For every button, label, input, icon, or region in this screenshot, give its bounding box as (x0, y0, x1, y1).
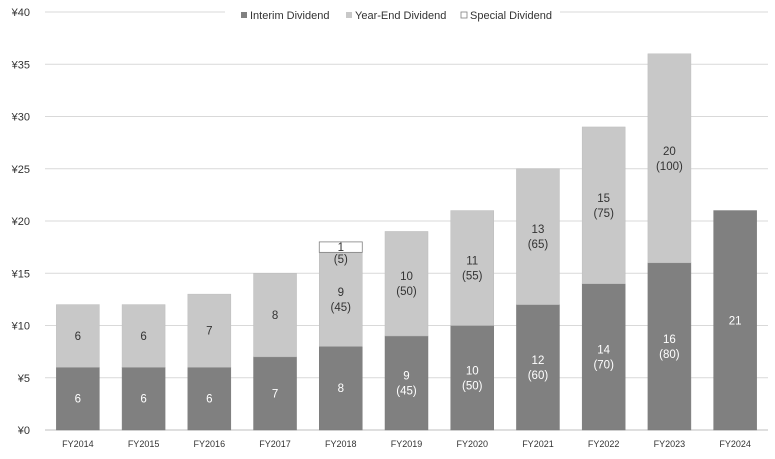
legend-label: Interim Dividend (250, 10, 329, 22)
legend-label: Year-End Dividend (355, 10, 446, 22)
data-label: (55) (462, 271, 483, 283)
data-label: (50) (462, 380, 483, 392)
bar-segment-year-end-dividend (581, 126, 626, 284)
data-label: 10 (400, 271, 413, 283)
x-axis: FY2014 FY2015 FY2016 FY2017 FY2018 FY2019 FY20… (62, 439, 751, 449)
bar-segment-interim-dividend (713, 210, 757, 431)
bar-segment-interim-dividend (450, 325, 494, 431)
data-label: (60) (528, 370, 549, 382)
bar-segment-interim-dividend (56, 367, 100, 431)
bar-segment-interim-dividend (647, 262, 692, 431)
legend-swatch (346, 12, 352, 18)
x-tick-label: FY2023 (654, 439, 686, 449)
y-axis: ¥0 ¥5 ¥10 ¥15 ¥20 ¥25 ¥30 ¥35 ¥40 (11, 7, 30, 437)
y-tick-label: ¥15 (11, 268, 30, 280)
data-label: (65) (528, 239, 549, 251)
bar-segment-year-end-dividend (319, 252, 363, 347)
data-label: 7 (206, 326, 212, 338)
y-tick-label: ¥10 (11, 321, 30, 333)
data-label: 6 (75, 394, 81, 406)
data-label: 9 (338, 287, 344, 299)
data-label: 20 (663, 146, 676, 158)
data-label: 16 (663, 334, 676, 346)
data-label: 1 (338, 242, 344, 254)
x-tick-label: FY2018 (325, 439, 357, 449)
data-label: 12 (532, 355, 545, 367)
bar-segment-year-end-dividend (647, 53, 692, 264)
legend: Interim Dividend Year-End Dividend Special… (225, 5, 560, 25)
bar-segment-interim-dividend (121, 367, 166, 431)
data-label: (100) (656, 161, 683, 173)
data-label: (45) (331, 302, 352, 314)
data-label: 21 (729, 315, 742, 327)
y-tick-label: ¥35 (11, 59, 30, 71)
data-label: 8 (338, 383, 344, 395)
bar-segment-interim-dividend (187, 367, 232, 431)
x-tick-label: FY2020 (456, 439, 488, 449)
data-label: 9 (403, 370, 409, 382)
bar-segment-year-end-dividend (121, 304, 166, 368)
bar-segment-year-end-dividend (384, 231, 429, 337)
data-label: 14 (597, 344, 610, 356)
x-tick-label: FY2017 (259, 439, 291, 449)
y-tick-label: ¥5 (17, 373, 30, 385)
bars (56, 53, 757, 431)
data-label: 6 (140, 394, 146, 406)
y-tick-label: ¥40 (11, 7, 30, 19)
bar-segment-year-end-dividend (516, 168, 560, 305)
x-tick-label: FY2022 (588, 439, 620, 449)
legend-swatch (241, 12, 247, 18)
data-label: 11 (466, 256, 478, 268)
x-tick-label: FY2021 (522, 439, 554, 449)
bar-segment-special-dividend (318, 241, 363, 253)
annotation-label: (5) (334, 254, 348, 266)
y-tick-label: ¥20 (11, 216, 30, 228)
x-tick-label: FY2024 (719, 439, 751, 449)
x-tick-label: FY2019 (391, 439, 423, 449)
y-tick-label: ¥30 (11, 112, 30, 124)
x-tick-label: FY2015 (128, 439, 160, 449)
data-label: (50) (396, 286, 417, 298)
data-label: 7 (272, 388, 278, 400)
data-label: 13 (532, 224, 545, 236)
bar-segment-year-end-dividend (187, 293, 232, 368)
data-label: 6 (75, 331, 81, 343)
bar-segment-interim-dividend (516, 304, 560, 431)
data-label: 10 (466, 365, 479, 377)
x-tick-label: FY2016 (194, 439, 226, 449)
data-label: (70) (593, 359, 614, 371)
data-label: (80) (659, 349, 680, 361)
bar-labels: 6 6 6 6 6 7 7 8 8 9 (45) 1 9 (45) 10 (50) 10 (50) 11 (55) 12… (75, 146, 742, 406)
bar-segment-interim-dividend (581, 283, 626, 431)
data-label: (45) (396, 385, 417, 397)
data-label: 6 (206, 394, 212, 406)
bar-segment-interim-dividend (319, 346, 363, 431)
bar-segment-year-end-dividend (450, 210, 494, 326)
y-tick-label: ¥0 (17, 425, 30, 437)
bar-segment-interim-dividend (384, 335, 429, 431)
legend-background (225, 5, 560, 25)
data-label: 6 (140, 331, 146, 343)
legend-label: Special Dividend (470, 10, 552, 22)
data-label: 15 (597, 193, 610, 205)
data-label: 8 (272, 310, 278, 322)
legend-swatch (460, 11, 468, 19)
data-label: (75) (593, 208, 614, 220)
bar-segment-year-end-dividend (56, 304, 100, 368)
bar-segment-year-end-dividend (253, 273, 297, 358)
y-tick-label: ¥25 (11, 164, 30, 176)
x-tick-label: FY2014 (62, 439, 94, 449)
